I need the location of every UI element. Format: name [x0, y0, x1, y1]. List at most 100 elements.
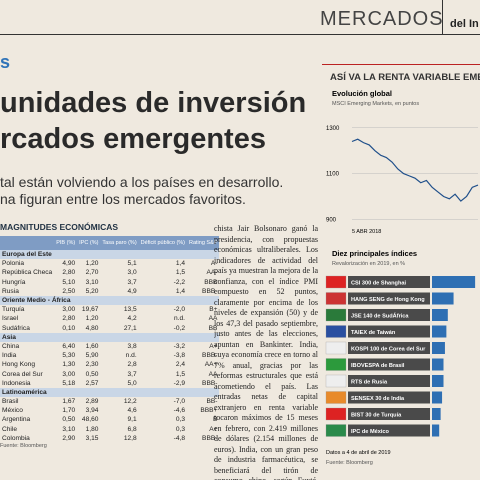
cell: 0,50: [85, 370, 99, 378]
label-bg: [348, 391, 430, 404]
row: Polonia 4,90 1,20 5,1 1,4 A-: [0, 259, 219, 268]
bar: [432, 309, 448, 321]
cell: 1,80: [85, 425, 99, 433]
index-name: JSE 140 de SudÁfrica: [351, 313, 409, 320]
cell: Argentina: [2, 416, 31, 424]
cell: -0,2: [173, 324, 185, 332]
label-bg: [348, 342, 430, 354]
bar: [432, 424, 440, 437]
header-cell: Tasa paro (%): [100, 236, 139, 250]
cell: Corea del Sur: [2, 370, 43, 378]
cell: -2,9: [173, 379, 185, 387]
cell: 3,7: [127, 278, 137, 286]
cell: 3,10: [62, 425, 76, 433]
cell: 5,18: [62, 379, 76, 387]
header-cell: Rating S&P: [187, 236, 220, 250]
cell: 4,90: [62, 260, 76, 268]
bar: [432, 276, 476, 288]
cell: B+: [209, 306, 218, 314]
y-tick-label: 900: [326, 217, 337, 223]
row: India 5,30 5,90 n.d. -3,8 BBB-: [0, 351, 219, 360]
index-name: KOSPI 100 de Corea del Sur: [351, 347, 426, 353]
cell: 5,10: [62, 278, 76, 286]
headline: rcados emergentes: [0, 123, 266, 155]
cell: -2,2: [173, 278, 185, 286]
cell: -3,2: [173, 342, 185, 350]
cell: 2,50: [62, 287, 76, 295]
cell: 3,8: [127, 342, 137, 350]
cell: Israel: [2, 315, 19, 323]
cell: AA: [208, 370, 218, 378]
cell: 5,30: [62, 352, 76, 360]
cell: 4,80: [85, 324, 99, 332]
cell: BB: [208, 324, 218, 332]
paper: del In: [450, 18, 479, 30]
cell: AA: [208, 315, 218, 323]
group-row: Latinoamérica: [0, 387, 220, 397]
bar: [432, 325, 447, 338]
row: Indonesia 5,18 2,57 5,0 -2,9 BBB-: [0, 379, 219, 388]
label-bg: [348, 309, 430, 321]
y-tick-label: 1300: [326, 126, 340, 132]
table-wrap: PIB (%) IPC (%) Tasa paro (%) Déficit públi…: [0, 236, 220, 449]
group-name: Oriente Medio - África: [0, 295, 220, 306]
row: Israel 2,80 1,20 4,2 n.d. AA: [0, 314, 219, 323]
cell: México: [2, 407, 23, 415]
index-name: RTS de Rusia: [351, 380, 388, 386]
flag: [325, 341, 347, 355]
line: [351, 138, 479, 202]
cell: 1,60: [85, 342, 99, 350]
cell: AA-: [206, 269, 218, 277]
bar: [432, 391, 443, 404]
cell: -3,8: [173, 352, 185, 360]
cell: Chile: [2, 425, 18, 433]
group-row: Europa del Este: [0, 250, 220, 260]
row: Hungría 5,10 3,10 3,7 -2,2 BBB: [0, 278, 219, 287]
group-name: Europa del Este: [0, 250, 220, 260]
index-name: IBOVESPA de Brasil: [351, 363, 405, 369]
cell: 19,67: [81, 306, 99, 314]
cell: 1,67: [62, 398, 76, 406]
row: Colombia 2,90 3,15 12,8 -4,8 BBB-: [0, 434, 219, 443]
bars-subtitle: Revalorización en 2019, en %: [332, 261, 405, 267]
divider: [442, 0, 443, 34]
row: Corea del Sur 3,00 0,50 3,7 1,5 AA: [0, 369, 219, 378]
label-bg: [348, 375, 430, 387]
tag: s: [0, 52, 11, 72]
cell: 3,10: [85, 278, 99, 286]
bar: [432, 342, 445, 354]
cell: 5,90: [85, 352, 99, 360]
cell: n.d.: [174, 315, 185, 323]
cell: 12,8: [123, 434, 137, 442]
row: Hong Kong 1,30 2,30 2,8 2,4 AA+: [0, 360, 219, 369]
cell: 13,5: [123, 306, 137, 314]
cell: 2,30: [85, 361, 99, 369]
cell: 4,6: [127, 407, 137, 415]
chart-title: Evolución global: [332, 89, 392, 98]
cell: 5,20: [85, 287, 99, 295]
cell: A-: [210, 260, 218, 268]
row: Chile 3,10 1,80 6,8 0,3 A+: [0, 425, 219, 434]
cell: China: [2, 342, 20, 350]
cell: 0,3: [175, 416, 185, 424]
bar: [432, 408, 441, 420]
flag: [325, 407, 347, 421]
index-name: IPC de México: [351, 429, 390, 435]
cell: -4,8: [173, 434, 185, 442]
cell: BBB-: [202, 287, 218, 295]
header-row: PIB (%) IPC (%) Tasa paro (%) Déficit públi…: [0, 236, 220, 250]
index-name: HANG SENG de Hong Kong: [351, 297, 425, 303]
cell: Hungría: [2, 278, 26, 286]
cell: 6,8: [127, 425, 137, 433]
headline: unidades de inversión: [0, 87, 307, 119]
label-bg: [348, 358, 430, 371]
index-name: SENSEX 30 de India: [351, 396, 405, 402]
subhead: tal están volviendo a los países en desa…: [0, 174, 284, 190]
header-cell: PIB (%): [54, 236, 78, 250]
y-tick-label: 1100: [326, 172, 340, 178]
cell: -2,0: [173, 306, 185, 314]
table: PIB (%) IPC (%) Tasa paro (%) Déficit públi…: [0, 236, 220, 443]
cell: 3,94: [85, 407, 99, 415]
cell: Polonia: [2, 260, 24, 268]
label-bg: [348, 292, 430, 305]
